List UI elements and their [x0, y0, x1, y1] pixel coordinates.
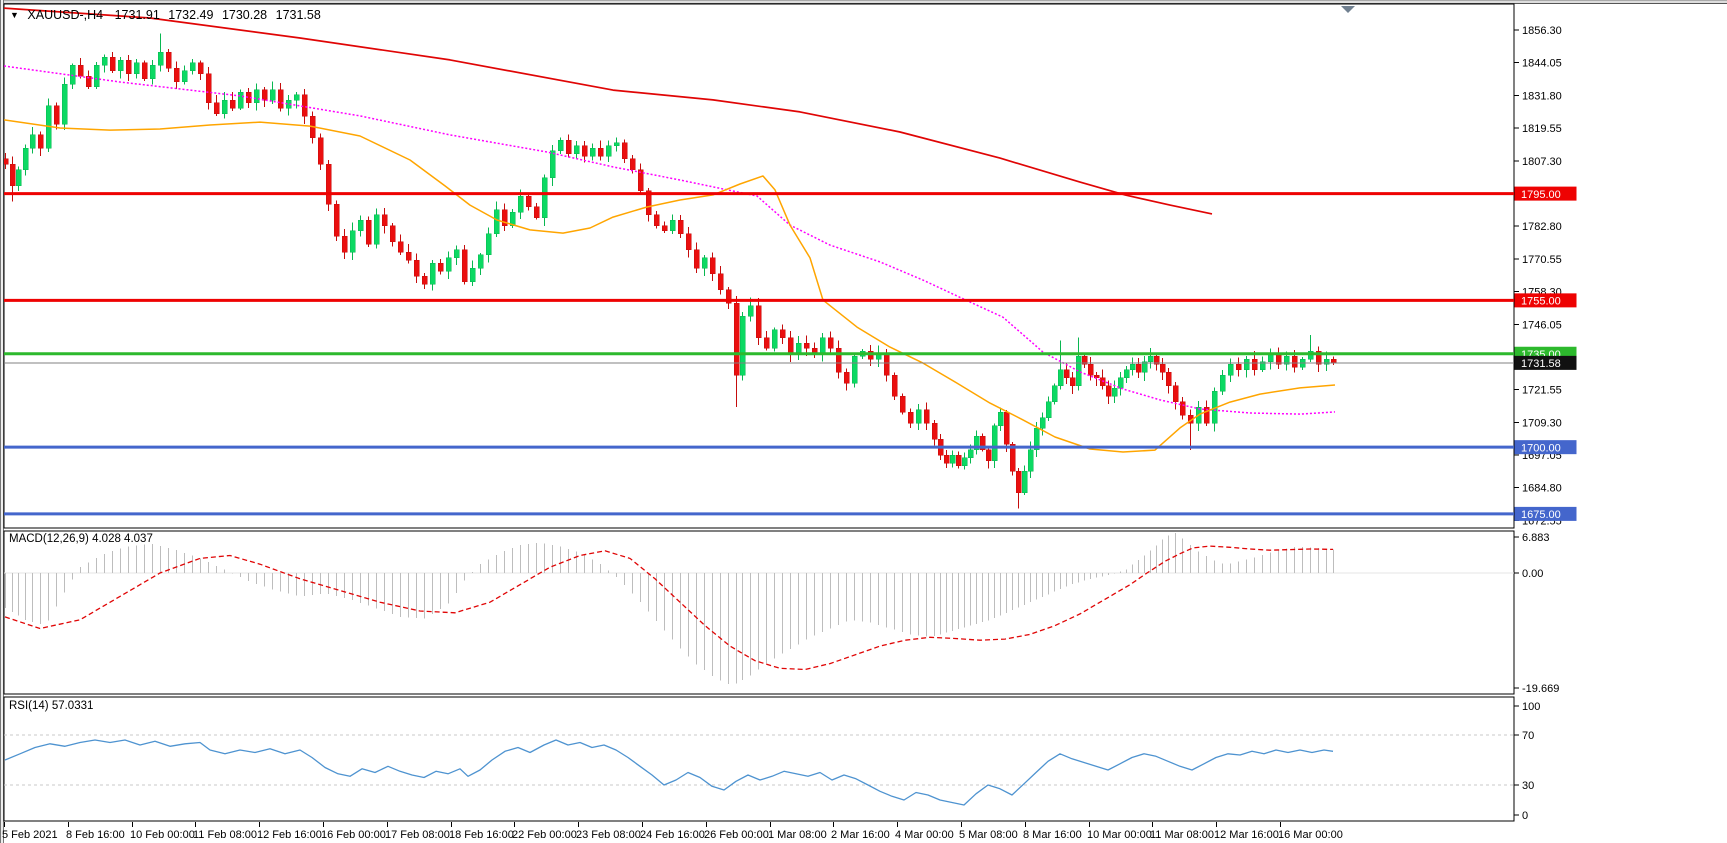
svg-text:0.00: 0.00 — [1522, 568, 1543, 580]
time-tick-label: 2 Mar 16:00 — [831, 829, 890, 841]
price-tick-label: 1782.80 — [1522, 221, 1562, 233]
svg-text:6.883: 6.883 — [1522, 532, 1550, 544]
candlestick-series — [4, 33, 1337, 509]
rsi-indicator-label: RSI(14) 57.0331 — [9, 700, 94, 712]
time-tick-label: 10 Feb 00:00 — [130, 829, 195, 841]
price-tick-label: 1709.30 — [1522, 417, 1562, 429]
rsi-panel[interactable] — [3, 696, 1515, 822]
chart-title-row: ▼ XAUUSD-,H4 1731.91 1732.49 1730.28 173… — [10, 8, 326, 22]
price-badge-1731.58: 1731.58 — [1514, 355, 1577, 370]
svg-text:1755.00: 1755.00 — [1521, 296, 1561, 308]
price-badge-1755.00: 1755.00 — [1514, 293, 1577, 308]
time-tick-label: 26 Feb 00:00 — [704, 829, 769, 841]
time-tick-label: 8 Feb 16:00 — [66, 829, 125, 841]
svg-text:70: 70 — [1522, 730, 1534, 742]
time-tick-label: 23 Feb 08:00 — [576, 829, 641, 841]
time-tick-label: 10 Mar 00:00 — [1087, 829, 1152, 841]
window-top-edge — [0, 0, 1727, 4]
moving-average-mid-magenta — [4, 65, 1336, 415]
time-tick-label: 17 Feb 08:00 — [385, 829, 450, 841]
price-tick-label: 1684.80 — [1522, 483, 1562, 495]
symbol-period-label: XAUUSD-,H4 — [27, 8, 104, 22]
price-tick-label: 1770.55 — [1522, 254, 1562, 266]
window-left-edge — [0, 0, 4, 843]
collapse-arrow-icon[interactable]: ▼ — [10, 10, 19, 20]
time-tick-label: 16 Feb 00:00 — [321, 829, 386, 841]
svg-text:0: 0 — [1522, 810, 1528, 822]
svg-text:100: 100 — [1522, 701, 1540, 713]
svg-text:30: 30 — [1522, 780, 1534, 792]
moving-average-fast-orange — [4, 119, 1336, 453]
quote-open: 1731.91 — [114, 8, 160, 22]
time-tick-label: 12 Mar 16:00 — [1214, 829, 1279, 841]
price-tick-label: 1844.05 — [1522, 58, 1562, 70]
price-tick-label: 1856.30 — [1522, 25, 1562, 37]
quote-low: 1730.28 — [221, 8, 268, 22]
macd-histogram — [5, 533, 1334, 685]
svg-text:1731.58: 1731.58 — [1521, 358, 1561, 370]
svg-text:1675.00: 1675.00 — [1521, 509, 1561, 521]
time-tick-label: 18 Feb 16:00 — [449, 829, 514, 841]
price-axis: 1856.30 1844.05 1831.80 1819.55 1807.30 1795.… — [1514, 25, 1562, 527]
time-tick-label: 24 Feb 16:00 — [640, 829, 705, 841]
quote-close: 1731.58 — [275, 8, 321, 22]
time-tick-label: 16 Mar 00:00 — [1278, 829, 1343, 841]
price-tick-label: 1831.80 — [1522, 90, 1562, 102]
macd-indicator-label: MACD(12,26,9) 4.028 4.037 — [9, 533, 153, 545]
price-tick-label: 1807.30 — [1522, 156, 1562, 168]
macd-axis: 6.883 0.00 -19.669 — [1514, 532, 1559, 695]
time-tick-label: 5 Mar 08:00 — [959, 829, 1018, 841]
svg-text:1700.00: 1700.00 — [1521, 442, 1561, 454]
time-tick-label: 1 Mar 08:00 — [768, 829, 827, 841]
macd-signal-line — [4, 545, 1334, 671]
svg-text:-19.669: -19.669 — [1522, 683, 1559, 695]
time-tick-label: 11 Feb 08:00 — [193, 829, 257, 841]
time-tick-label: 11 Mar 08:00 — [1150, 829, 1214, 841]
price-tick-label: 1819.55 — [1522, 123, 1562, 135]
price-badge-1700.00: 1700.00 — [1514, 440, 1577, 454]
chart-shift-marker[interactable] — [1341, 6, 1355, 13]
main-panel[interactable] — [3, 3, 1515, 529]
quote-high: 1732.49 — [168, 8, 214, 22]
rsi-axis: 100 70 30 0 — [1514, 701, 1540, 822]
time-tick-label: 8 Mar 16:00 — [1023, 829, 1082, 841]
price-badge-1675.00: 1675.00 — [1514, 506, 1577, 521]
rsi-line — [4, 739, 1334, 806]
time-tick-label: 22 Feb 00:00 — [512, 829, 577, 841]
time-tick-label: 4 Mar 00:00 — [895, 829, 954, 841]
price-badge-1795.00: 1795.00 — [1514, 186, 1577, 201]
time-tick-label: 12 Feb 16:00 — [257, 829, 322, 841]
price-tick-label: 1721.55 — [1522, 385, 1562, 397]
time-tick-label: 5 Feb 2021 — [2, 829, 58, 841]
svg-text:1795.00: 1795.00 — [1521, 189, 1561, 201]
price-tick-label: 1746.05 — [1522, 319, 1562, 331]
